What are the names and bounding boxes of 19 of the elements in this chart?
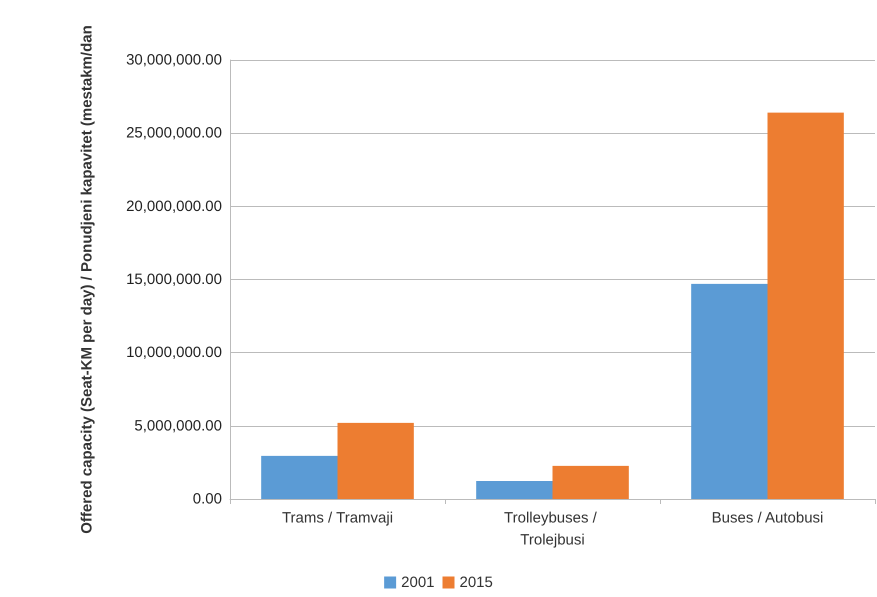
x-tick-label: Trams / Tramvaji <box>282 510 394 526</box>
bar <box>338 422 414 499</box>
bar <box>691 284 768 499</box>
bar <box>552 466 629 499</box>
legend-label: 2001 <box>401 574 435 591</box>
y-tick-label: 0.00 <box>192 490 222 508</box>
bar <box>768 112 844 499</box>
y-tick-label: 25,000,000.00 <box>126 124 222 142</box>
y-tick-label: 10,000,000.00 <box>126 344 222 362</box>
bar <box>476 481 552 499</box>
legend-label: 2015 <box>460 574 493 591</box>
x-tick-label: Trolleybuses / Trolejbusi <box>504 510 601 548</box>
bar <box>261 456 338 499</box>
y-tick-label: 30,000,000.00 <box>126 52 222 68</box>
y-tick-label: 15,000,000.00 <box>126 271 222 288</box>
y-axis-title: Offered capacity (Seat-KM per day) / Ponudjeni kapavitet (mestakm/dan <box>78 25 96 534</box>
x-tick-label: Buses / Autobusi <box>712 510 824 526</box>
y-tick-label: 20,000,000.00 <box>126 198 222 215</box>
y-tick-label: 5,000,000.00 <box>134 417 222 434</box>
